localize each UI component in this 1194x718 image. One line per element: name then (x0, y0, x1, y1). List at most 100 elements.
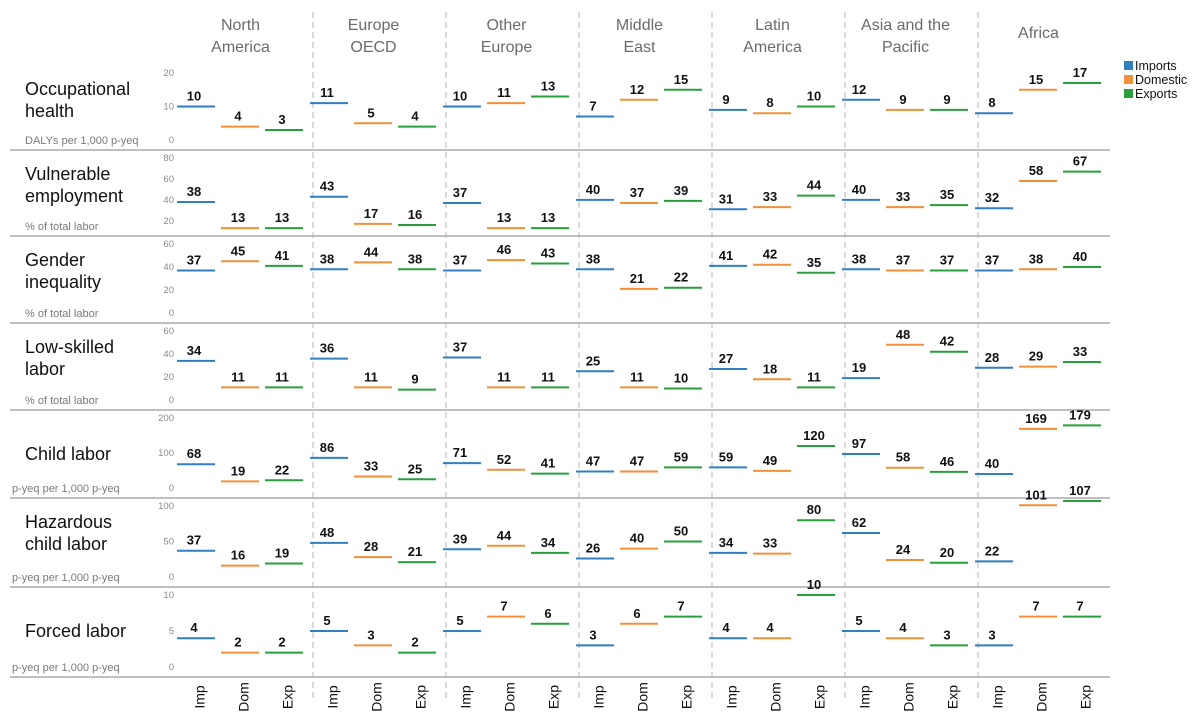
value-label: 5 (367, 105, 374, 120)
value-label: 86 (320, 440, 334, 455)
value-label: 6 (544, 606, 551, 621)
region-label-line: Europe (348, 17, 400, 34)
value-label: 24 (896, 542, 911, 557)
value-label: 97 (852, 436, 866, 451)
value-label: 18 (763, 361, 777, 376)
value-label: 5 (855, 613, 862, 628)
value-label: 20 (940, 545, 954, 560)
value-label: 37 (187, 533, 201, 548)
tick-label: 10 (163, 590, 174, 601)
value-label: 59 (674, 449, 688, 464)
tick-label: 0 (169, 395, 174, 406)
region-headers: North America Europe OECD Other Europe Middle E… (211, 17, 1059, 56)
value-label: 45 (231, 243, 245, 258)
tick-label: 20 (163, 216, 174, 227)
value-label: 33 (364, 458, 378, 473)
row-title: Child labor (25, 444, 111, 464)
value-label: 2 (411, 635, 418, 650)
value-label: 21 (408, 544, 422, 559)
value-label: 8 (766, 95, 773, 110)
column-label: Exp (679, 685, 695, 709)
value-label: 59 (719, 449, 733, 464)
region-label: Europe OECD (348, 17, 400, 56)
value-label: 10 (807, 577, 821, 592)
value-label: 11 (497, 85, 511, 100)
column-label: Imp (724, 685, 740, 709)
region-label-line: Asia and the (861, 17, 950, 34)
column-label: Exp (280, 685, 296, 709)
value-label: 4 (899, 620, 907, 635)
value-label: 11 (541, 369, 555, 384)
value-label: 46 (940, 454, 954, 469)
column-label: Exp (812, 685, 828, 709)
value-label: 62 (852, 515, 866, 530)
row-title: Forced labor (25, 621, 126, 641)
tick-label: 40 (163, 195, 174, 206)
row-title: labor (25, 359, 65, 379)
value-label: 4 (722, 620, 730, 635)
value-label: 27 (719, 351, 733, 366)
value-label: 58 (1029, 163, 1043, 178)
column-label: Dom (901, 682, 917, 712)
value-label: 42 (763, 247, 777, 262)
value-label: 40 (630, 531, 644, 546)
value-label: 33 (1073, 344, 1087, 359)
value-label: 17 (364, 206, 378, 221)
tick-label: 100 (158, 448, 174, 459)
tick-label: 60 (163, 326, 174, 337)
column-label: Dom (236, 682, 252, 712)
value-label: 11 (275, 369, 289, 384)
value-label: 38 (852, 251, 866, 266)
value-label: 13 (541, 78, 555, 93)
column-label: Exp (1078, 685, 1094, 709)
value-label: 10 (674, 371, 688, 386)
value-label: 3 (278, 112, 285, 127)
legend-label: Exports (1135, 87, 1177, 101)
value-label: 10 (453, 89, 467, 104)
tick-label: 0 (169, 662, 174, 673)
region-label-line: Europe (481, 39, 533, 56)
value-label: 7 (1076, 599, 1083, 614)
value-label: 13 (497, 210, 511, 225)
value-label: 33 (763, 536, 777, 551)
tick-label: 0 (169, 308, 174, 319)
value-label: 17 (1073, 65, 1087, 80)
value-label: 4 (234, 109, 242, 124)
region-label-line: Pacific (882, 39, 929, 56)
value-label: 37 (187, 252, 201, 267)
value-label: 101 (1025, 487, 1047, 502)
value-label: 40 (852, 182, 866, 197)
value-label: 36 (320, 341, 334, 356)
value-label: 6 (633, 606, 640, 621)
value-label: 40 (586, 182, 600, 197)
region-label-line: Other (486, 17, 527, 34)
value-label: 21 (630, 271, 644, 286)
value-label: 5 (456, 613, 463, 628)
value-label: 50 (674, 524, 688, 539)
value-label: 58 (896, 450, 910, 465)
value-label: 11 (807, 369, 821, 384)
tick-label: 100 (158, 501, 174, 512)
value-label: 25 (408, 461, 422, 476)
tick-label: 0 (169, 135, 174, 146)
value-label: 71 (453, 445, 467, 460)
value-label: 13 (275, 210, 289, 225)
value-label: 2 (234, 635, 241, 650)
legend-label: Domestic (1135, 73, 1187, 87)
value-label: 8 (988, 95, 995, 110)
row-title: Gender (25, 250, 85, 270)
value-label: 29 (1029, 349, 1043, 364)
row-title: Low-skilled (25, 337, 114, 357)
row-unit: p-yeq per 1,000 p-yeq (12, 662, 120, 674)
value-label: 80 (807, 502, 821, 517)
value-label: 7 (677, 599, 684, 614)
value-label: 37 (453, 252, 467, 267)
value-label: 26 (586, 541, 600, 556)
value-label: 19 (852, 360, 866, 375)
value-label: 28 (364, 539, 378, 554)
value-label: 11 (630, 369, 644, 384)
value-label: 9 (943, 92, 950, 107)
